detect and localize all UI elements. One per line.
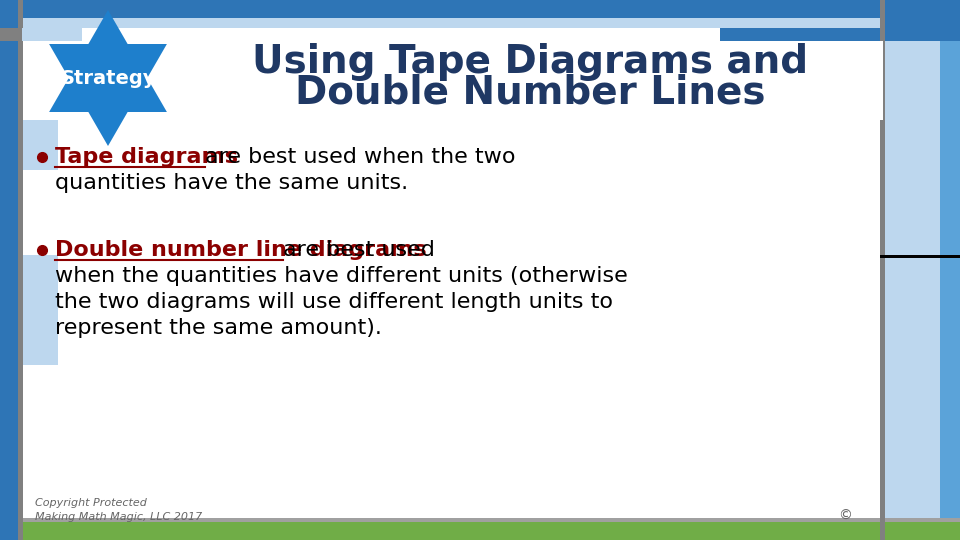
Text: Tape diagrams: Tape diagrams [55,147,246,167]
Bar [23,255,58,365]
Bar [885,18,960,41]
Bar [0,0,18,540]
Bar [880,18,885,41]
Bar [0,18,960,28]
Text: represent the same amount).: represent the same amount). [55,318,382,338]
Bar [0,28,22,41]
Bar [880,255,960,258]
Text: are best used: are best used [283,240,435,260]
Text: Copyright Protected
Making Math Magic, LLC 2017: Copyright Protected Making Math Magic, L… [35,498,203,522]
Text: Double Number Lines: Double Number Lines [295,73,765,111]
Polygon shape [49,44,167,146]
Bar [0,518,960,522]
Bar [0,0,960,18]
Text: Double number line diagrams: Double number line diagrams [55,240,434,260]
Bar [720,28,880,41]
Bar [940,41,960,518]
Text: Strategy: Strategy [60,69,156,87]
Text: quantities have the same units.: quantities have the same units. [55,173,408,193]
Text: when the quantities have different units (otherwise: when the quantities have different units… [55,266,628,286]
Bar [885,41,960,518]
Bar [18,0,23,540]
Text: are best used when the two: are best used when the two [205,147,516,167]
Bar [23,41,883,120]
Polygon shape [49,10,167,112]
Bar [0,522,960,540]
Bar [22,28,82,41]
Text: the two diagrams will use different length units to: the two diagrams will use different leng… [55,292,613,312]
Text: ©: © [838,509,852,523]
Text: Using Tape Diagrams and: Using Tape Diagrams and [252,43,808,81]
Bar [23,75,58,170]
Bar [885,0,960,41]
Bar [880,0,885,540]
